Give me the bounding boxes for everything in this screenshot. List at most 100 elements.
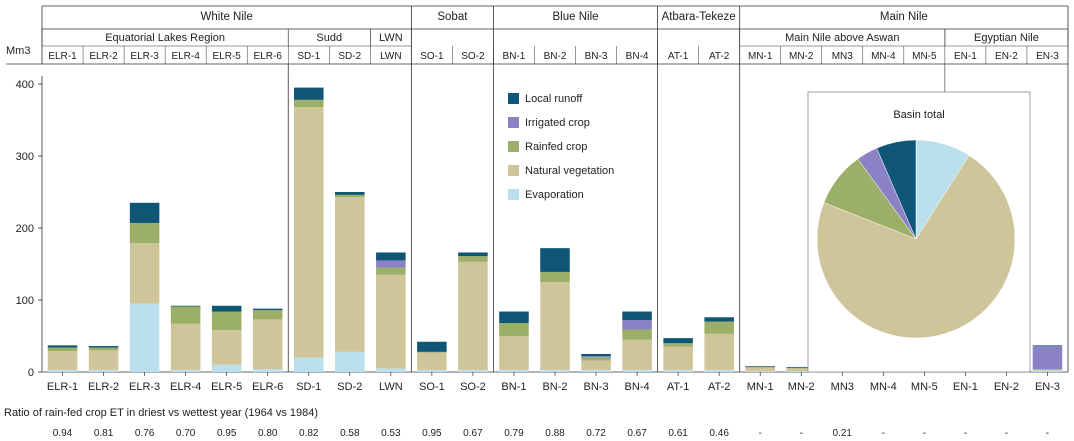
bar-segment-local-runoff [622,311,652,321]
stacked-bars [47,87,1063,372]
bar-segment-evaporation [293,357,324,372]
ratio-value: 0.67 [463,428,483,439]
x-tick-label: BN-1 [501,381,526,393]
ratio-value: - [1005,428,1008,439]
ratio-value: 0.88 [545,428,565,439]
ratio-value: 0.95 [422,428,442,439]
bar-segment-rainfed-crop [417,351,447,353]
bar-segment-rainfed-crop [376,267,406,275]
x-tick-label: EN-2 [994,381,1019,393]
bar-segment-evaporation [622,369,652,372]
header-code-label: MN-2 [789,51,814,62]
header-top-label: Main Nile [880,11,928,23]
x-tick-label: SD-1 [296,381,321,393]
bar-segment-local-runoff [745,366,775,367]
header-code-label: ELR-4 [171,51,200,62]
bar-segment-local-runoff [786,366,817,368]
bar-segment-natural-vegetation [1032,369,1063,371]
x-tick-label: ELR-5 [211,381,242,393]
bar-segment-evaporation [376,368,406,372]
ratio-value: - [759,428,762,439]
header-code-label: EN-1 [954,51,977,62]
header-top-label: Sobat [437,11,468,23]
bar-segment-natural-vegetation [745,367,775,372]
bar-segment-evaporation [745,371,775,372]
x-tick-label: MN-1 [747,381,774,393]
ratio-value: 0.76 [135,428,155,439]
legend-swatch [508,117,519,128]
bar-segment-local-runoff [293,87,324,100]
bar-segment-local-runoff [417,341,447,352]
ratio-value: 0.46 [709,428,729,439]
bar-segment-natural-vegetation [47,351,78,370]
header-top-label: White Nile [200,11,252,23]
legend-label: Rainfed crop [525,141,587,153]
bar-segment-rainfed-crop [786,367,817,369]
bar-segment-irrigated-crop [581,356,611,358]
bar-segment-irrigated-crop [622,320,652,330]
ratio-value: 0.79 [504,428,524,439]
x-tick-label: LWN [379,381,403,393]
x-tick-label: MN-5 [911,381,938,393]
header-code-label: AT-2 [709,51,730,62]
bar-segment-natural-vegetation [252,319,283,370]
bar-segment-local-runoff [540,248,570,272]
bar-segment-local-runoff [47,345,78,348]
x-tick-label: MN-4 [870,381,897,393]
header-code-label: SD-1 [297,51,320,62]
x-tick-label: BN-4 [625,381,650,393]
region-header-table: White Nile Sobat Blue Nile Atbara-Tekeze Mai… [6,5,1069,65]
ratio-value: - [964,428,967,439]
bar-segment-natural-vegetation [211,330,242,365]
bar-segment-evaporation [417,369,447,372]
bar-segment-rainfed-crop [47,347,78,352]
ratio-value: 0.82 [299,428,319,439]
ratio-value: - [882,428,885,439]
bar-segment-rainfed-crop [170,306,201,324]
bar-segment-evaporation [581,369,611,372]
x-tick-label: ELR-6 [252,381,283,393]
ratio-value: - [1046,428,1049,439]
bar-segment-local-runoff [211,305,242,312]
bar-segment-evaporation [458,369,488,372]
bar-segment-rainfed-crop [129,222,160,244]
x-tick-label: MN-2 [788,381,815,393]
y-tick-label: 300 [16,151,34,163]
bar-segment-rainfed-crop [581,357,611,361]
bar-segment-rainfed-crop [499,323,529,336]
bar-segment-natural-vegetation [293,107,324,358]
bar-segment-evaporation [211,364,242,372]
bar-segment-natural-vegetation [581,360,611,370]
x-tick-label: SD-2 [337,381,362,393]
bar-segment-evaporation [499,369,529,372]
header-code-label: ELR-5 [213,51,242,62]
bar-segment-natural-vegetation [663,346,693,370]
legend-swatch [508,189,519,200]
bar-segment-rainfed-crop [622,329,652,340]
header-code-label: MN-5 [912,51,937,62]
ratio-value: 0.70 [176,428,196,439]
bar-segment-natural-vegetation [786,368,817,372]
header-code-label: MN-1 [748,51,773,62]
x-tick-label: SO-2 [460,381,486,393]
bar-segment-evaporation [335,351,365,372]
header-sub-label: Equatorial Lakes Region [105,32,225,44]
bar-segment-local-runoff [252,308,283,311]
x-tick-label: ELR-4 [170,381,201,393]
y-tick-label: 0 [28,367,34,379]
header-sub-label: LWN [379,32,403,44]
bar-segment-natural-vegetation [417,352,447,370]
bar-segment-rainfed-crop [1032,369,1063,370]
bar-segment-natural-vegetation [88,350,119,370]
bar-segment-rainfed-crop [663,343,693,347]
bar-segment-local-runoff [663,338,693,344]
bar-segment-evaporation [540,369,570,372]
bar-segment-evaporation [88,369,119,372]
ratio-value: 0.21 [833,428,853,439]
bar-segment-natural-vegetation [540,282,570,370]
x-tick-label: ELR-3 [129,381,160,393]
header-code-label: BN-1 [503,51,526,62]
header-code-label: BN-3 [585,51,608,62]
header-top-label: Atbara-Tekeze [662,11,736,23]
